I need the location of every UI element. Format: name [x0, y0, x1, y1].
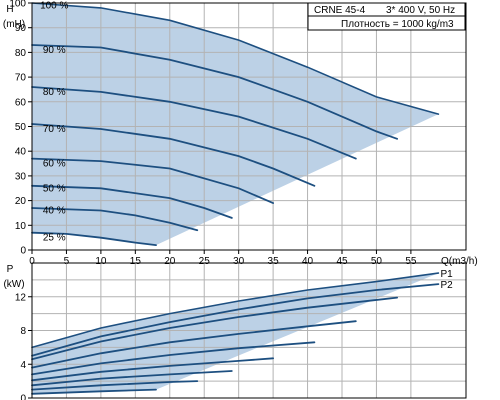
- speed-curve-label: 25 %: [43, 233, 66, 244]
- x-tick-label: 45: [336, 256, 348, 267]
- y-tick-label: 0: [20, 394, 26, 400]
- x-tick-label: 35: [268, 256, 280, 267]
- y-axis-unit: (kW): [3, 279, 24, 290]
- x-axis-label: Q(m3/h): [441, 256, 478, 267]
- y-axis-label: P: [7, 264, 14, 275]
- head-curve-60: [31, 157, 274, 204]
- power-curve-p2: [31, 283, 440, 357]
- x-tick-label: 25: [199, 256, 211, 267]
- x-tick-label: 20: [164, 256, 176, 267]
- x-tick-label: 30: [233, 256, 245, 267]
- power-curve-label: P2: [440, 280, 453, 291]
- x-tick-label: 10: [95, 256, 107, 267]
- speed-curve-label: 40 %: [43, 205, 66, 216]
- power-curve: [31, 388, 157, 395]
- power-curve: [31, 296, 398, 361]
- head-curve-100: [31, 2, 440, 115]
- y-axis-label: H: [6, 4, 13, 15]
- speed-curve-label: 70 %: [43, 124, 66, 135]
- head-curve-70: [31, 123, 316, 187]
- y-tick-label: 60: [15, 97, 27, 108]
- x-tick-label: 0: [29, 256, 35, 267]
- power-supply: 3* 400 V, 50 Hz: [386, 5, 455, 16]
- operating-envelope: [32, 3, 439, 246]
- head-curve-50: [31, 184, 233, 219]
- y-tick-label: 0: [20, 246, 26, 257]
- power-curve: [31, 380, 199, 391]
- y-tick-label: 12: [15, 292, 27, 303]
- y-axis-unit: (mH): [3, 19, 25, 30]
- fluid-density: Плотность = 1000 kg/m3: [341, 19, 454, 30]
- info-box: CRNE 45-4 3* 400 V, 50 Hz Плотность = 10…: [307, 2, 466, 31]
- y-tick-label: 40: [15, 147, 27, 158]
- speed-curve-label: 80 %: [43, 87, 66, 98]
- x-tick-label: 5: [64, 256, 70, 267]
- head-curve-40: [31, 207, 199, 232]
- x-tick-label: 40: [302, 256, 314, 267]
- y-tick-label: 4: [20, 360, 26, 371]
- y-tick-label: 8: [20, 326, 26, 337]
- power-curve: [31, 341, 316, 376]
- head-curve-90: [31, 44, 398, 140]
- power-curve: [31, 370, 233, 387]
- speed-curve-label: 50 %: [43, 183, 66, 194]
- x-tick-label: 50: [371, 256, 383, 267]
- y-tick-label: 50: [15, 122, 27, 133]
- speed-curve-label: 60 %: [43, 159, 66, 170]
- pump-model: CRNE 45-4: [314, 5, 366, 16]
- y-tick-label: 20: [15, 196, 27, 207]
- x-tick-label: 55: [405, 256, 417, 267]
- y-tick-label: 70: [15, 73, 27, 84]
- head-curve-25: [31, 231, 157, 246]
- x-tick-label: 15: [130, 256, 142, 267]
- y-tick-label: 80: [15, 48, 27, 59]
- y-tick-label: 100: [9, 0, 26, 10]
- speed-curve-label: 100 %: [40, 0, 68, 11]
- y-tick-label: 10: [15, 221, 27, 232]
- power-curve-label: P1: [440, 269, 453, 280]
- speed-curve-label: 90 %: [43, 45, 66, 56]
- y-tick-label: 30: [15, 171, 27, 182]
- power-curve: [31, 320, 357, 369]
- power-curve: [31, 357, 274, 382]
- power-curve-p1: [31, 272, 440, 349]
- y-tick-label: 90: [15, 23, 27, 34]
- head-curve-80: [31, 86, 357, 160]
